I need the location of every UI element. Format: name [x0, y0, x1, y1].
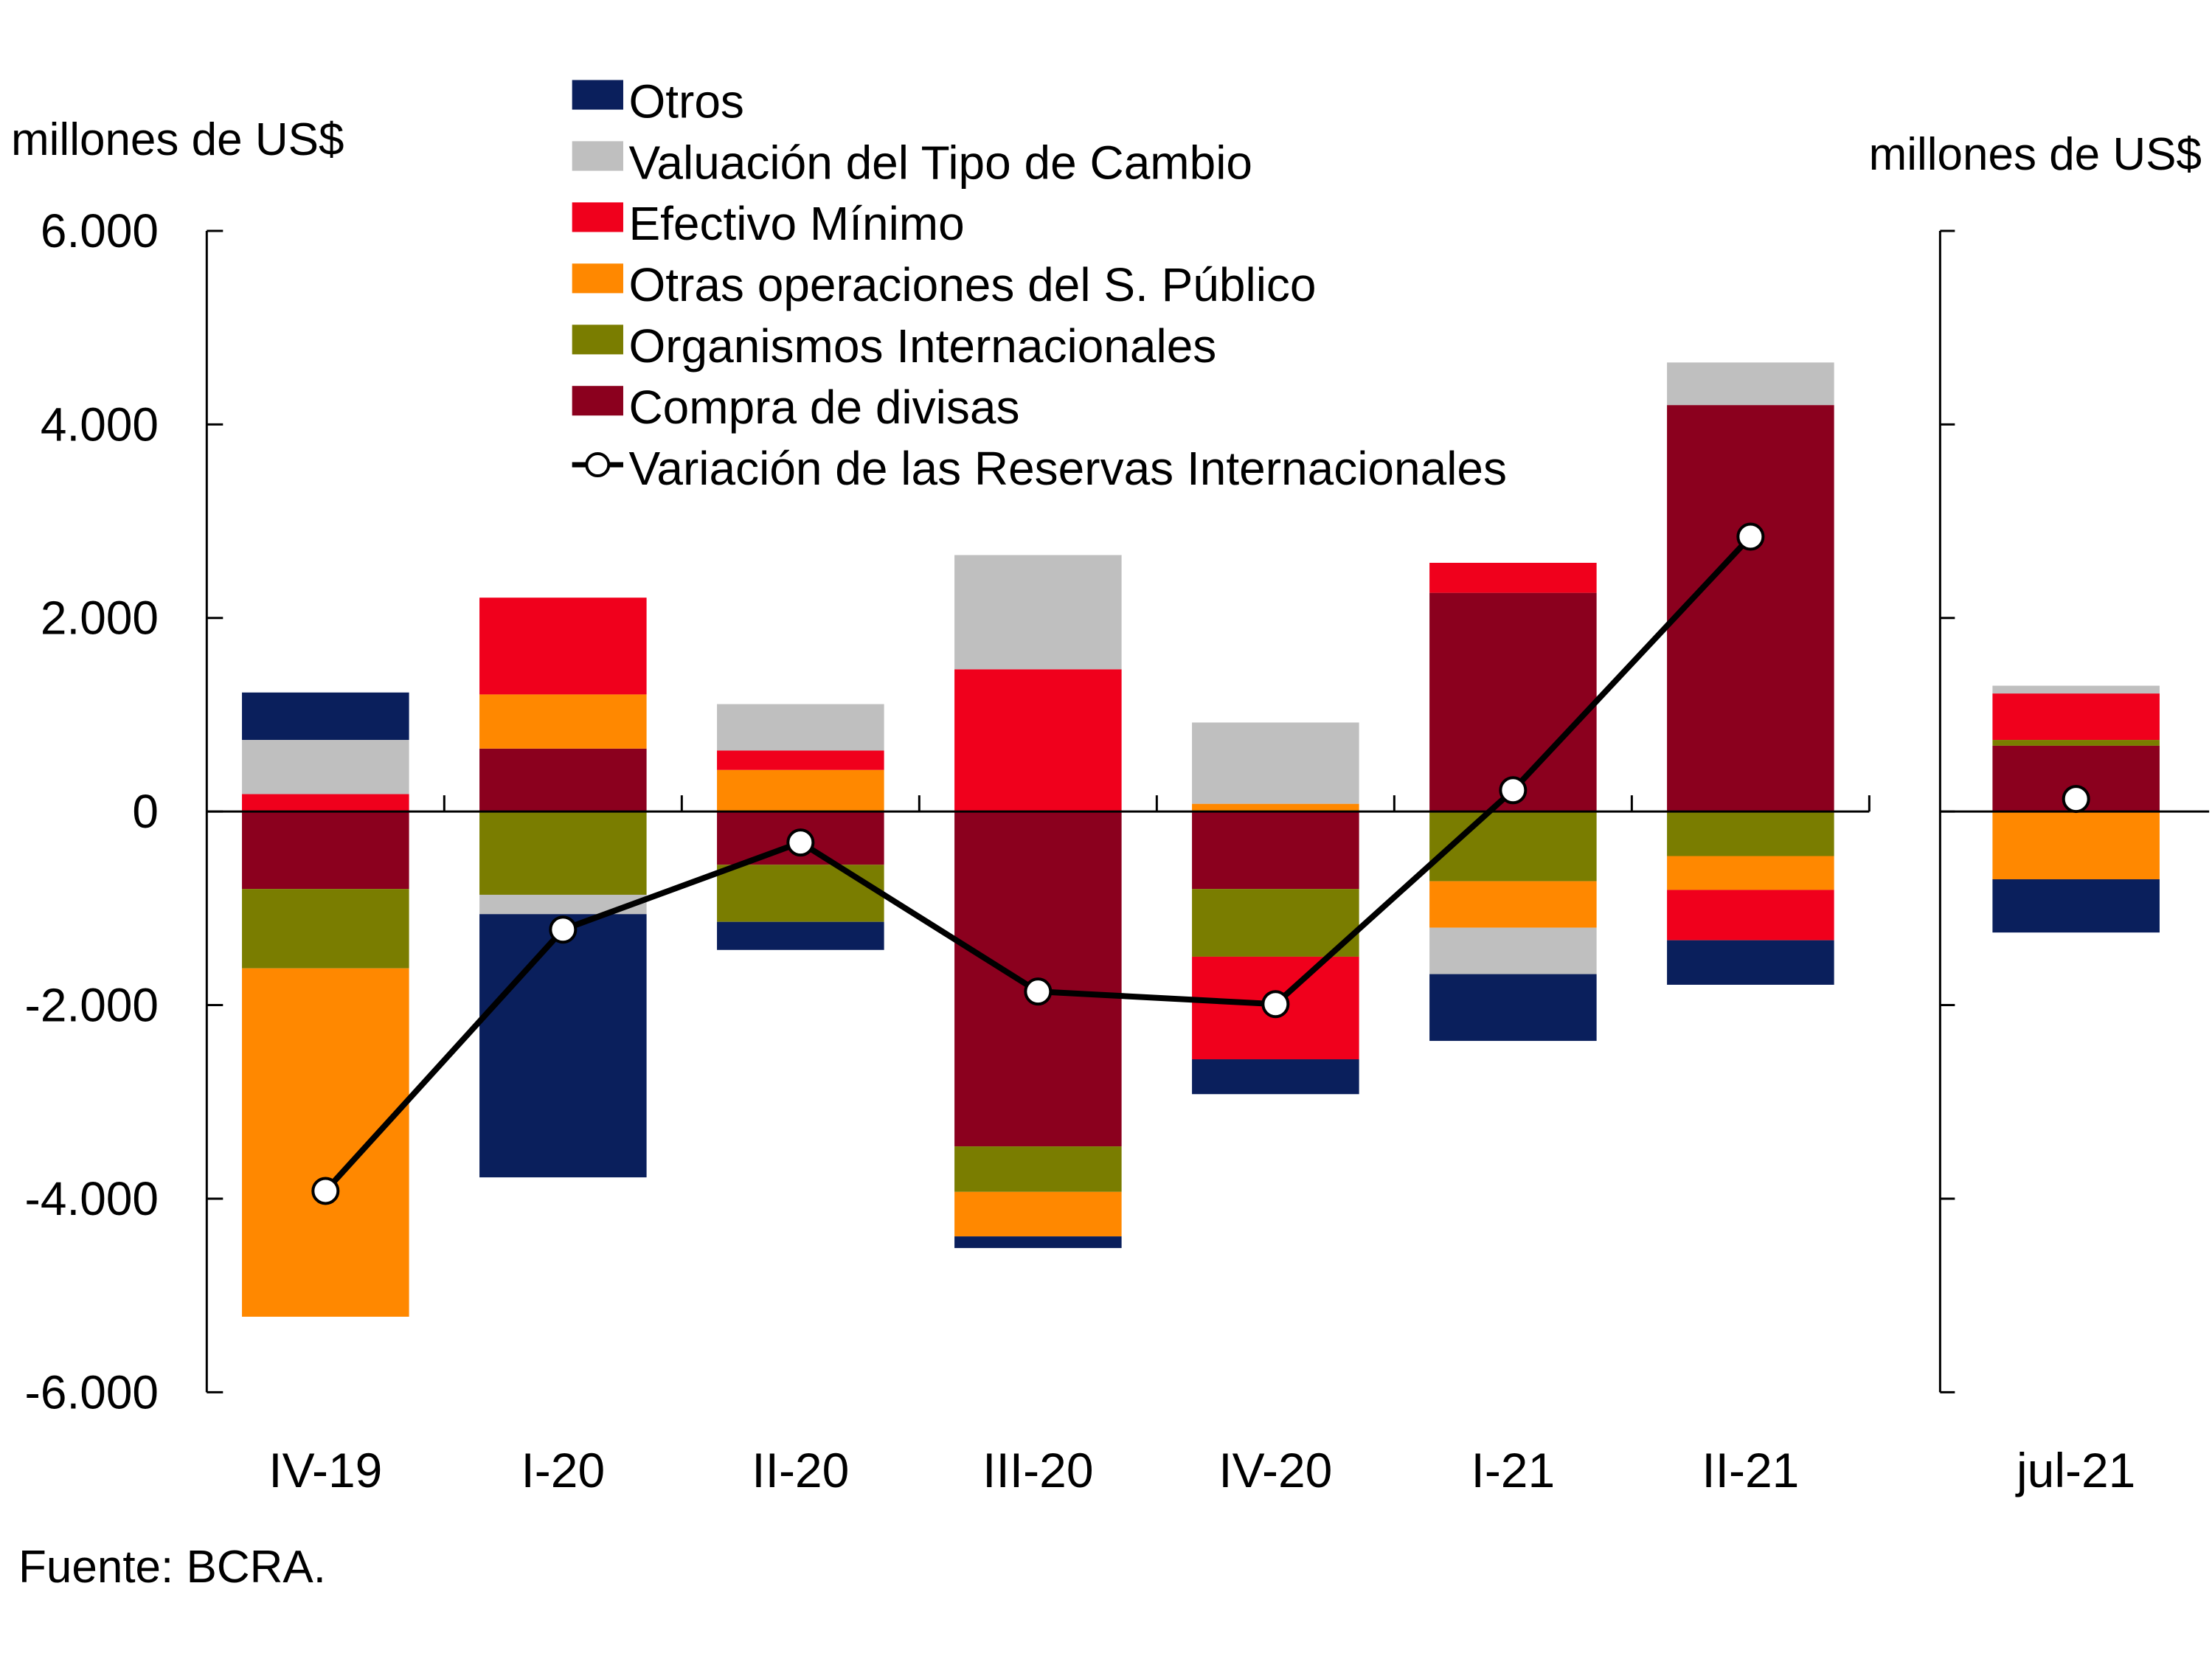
bar-segment-otros: [1429, 974, 1597, 1042]
legend-swatch: [572, 386, 623, 416]
legend-label: Efectivo Mínimo: [628, 197, 964, 250]
reserves-point-right: [2062, 785, 2090, 814]
reserves-point: [311, 1177, 340, 1205]
reserves-point: [1261, 990, 1290, 1019]
legend-swatch: [572, 263, 623, 294]
bar-segment-otras-operaciones-del-s-p-blico: [479, 694, 647, 749]
axes: 6.000 4.000 2.000 0 -2.000 -4.000 -6.000 IV-19 I…: [25, 204, 2210, 1497]
source-note: Fuente: BCRA.: [18, 1542, 326, 1593]
bar-segment-compra-de-divisas: [242, 811, 409, 890]
left-y-tick-label: 2.000: [41, 592, 159, 645]
bar-segment-valuaci-n-del-tipo-de-cambio: [717, 704, 884, 751]
left-y-tick-label: -6.000: [25, 1365, 159, 1419]
left-y-tick-label: -4.000: [25, 1172, 159, 1225]
bar-segment-valuaci-n-del-tipo-de-cambio: [1429, 927, 1597, 974]
x-tick-label: I-21: [1471, 1443, 1555, 1497]
bar-segment-valuaci-n-del-tipo-de-cambio: [1192, 722, 1359, 804]
legend-label: Valuación del Tipo de Cambio: [628, 136, 1252, 189]
bar-segment-valuaci-n-del-tipo-de-cambio: [954, 555, 1122, 670]
left-y-axis-label: millones de US$: [11, 114, 344, 165]
legend-label: Otros: [628, 75, 743, 128]
bar-segment-organismos-internacionales: [1429, 811, 1597, 882]
legend-swatch: [572, 325, 623, 355]
legend: Otros Valuación del Tipo de Cambio Efectiv…: [572, 75, 1507, 495]
bar-segment-efectivo-m-nimo: [954, 669, 1122, 812]
x-tick-label-right: jul-21: [2015, 1443, 2135, 1497]
bar-segment-otras-operaciones-del-s-p-blico: [954, 1191, 1122, 1237]
legend-swatch: [572, 141, 623, 171]
bar-segment-otras-operaciones-del-s-p-blico: [242, 968, 409, 1317]
bar-segment-organismos-internacionales: [1992, 740, 2160, 746]
bar-segment-otros: [1992, 879, 2160, 933]
bars-left: [242, 362, 1834, 1317]
bar-segment-otras-operaciones-del-s-p-blico: [1667, 856, 1834, 890]
reserves-point: [549, 915, 578, 944]
bar-segment-otras-operaciones-del-s-p-blico: [717, 769, 884, 812]
reserves-point: [786, 828, 815, 857]
x-tick-label: IV-19: [268, 1443, 382, 1497]
bar-segment-valuaci-n-del-tipo-de-cambio: [1667, 362, 1834, 406]
legend-swatch: [572, 80, 623, 110]
legend-label: Organismos Internacionales: [628, 319, 1216, 373]
bar-segment-efectivo-m-nimo: [1667, 890, 1834, 941]
x-tick-label: I-20: [521, 1443, 605, 1497]
left-y-tick-label: -2.000: [25, 979, 159, 1032]
reserves-line: [311, 522, 2090, 1205]
bar-segment-otros: [479, 914, 647, 1178]
bar-segment-otras-operaciones-del-s-p-blico: [1192, 803, 1359, 812]
bar-segment-efectivo-m-nimo: [1429, 562, 1597, 593]
reserves-point: [1024, 977, 1053, 1006]
right-y-axis-label: millones de US$: [1869, 129, 2202, 180]
left-y-tick-label: 4.000: [41, 398, 159, 451]
bar-segment-otras-operaciones-del-s-p-blico: [1992, 811, 2160, 879]
bar-segment-organismos-internacionales: [1667, 811, 1834, 856]
reserves-point: [1499, 776, 1528, 805]
bars-right: [1992, 685, 2160, 933]
bar-segment-efectivo-m-nimo: [479, 598, 647, 695]
legend-label: Variación de las Reservas Internacionale…: [628, 442, 1507, 495]
bar-segment-otros: [1192, 1059, 1359, 1095]
bar-segment-organismos-internacionales: [954, 1146, 1122, 1192]
x-tick-label: II-20: [752, 1443, 849, 1497]
bar-segment-efectivo-m-nimo: [242, 794, 409, 812]
bar-segment-otras-operaciones-del-s-p-blico: [1429, 881, 1597, 928]
bar-segment-otros: [1667, 940, 1834, 985]
bar-segment-organismos-internacionales: [717, 865, 884, 922]
bar-segment-organismos-internacionales: [479, 811, 647, 895]
bar-segment-valuaci-n-del-tipo-de-cambio: [242, 740, 409, 794]
reserves-point: [1736, 522, 1765, 551]
bar-segment-organismos-internacionales: [242, 889, 409, 969]
legend-swatch: [572, 202, 623, 232]
bar-segment-organismos-internacionales: [1192, 889, 1359, 957]
legend-marker-icon: [585, 452, 611, 478]
left-y-tick-label: 6.000: [41, 204, 159, 257]
bar-segment-valuaci-n-del-tipo-de-cambio: [1992, 685, 2160, 694]
bar-segment-otros: [954, 1236, 1122, 1248]
legend-label: Otras operaciones del S. Público: [628, 258, 1316, 311]
bar-segment-compra-de-divisas: [1429, 592, 1597, 812]
bar-segment-compra-de-divisas: [1667, 405, 1834, 812]
x-tick-label: IV-20: [1218, 1443, 1332, 1497]
bar-segment-otros: [717, 921, 884, 950]
left-y-tick-label: 0: [132, 785, 159, 838]
x-tick-label: III-20: [982, 1443, 1093, 1497]
bar-segment-efectivo-m-nimo: [1992, 693, 2160, 741]
bar-segment-compra-de-divisas: [1192, 811, 1359, 890]
legend-label: Compra de divisas: [628, 381, 1019, 434]
bar-segment-otros: [242, 692, 409, 741]
x-tick-label: II-21: [1702, 1443, 1799, 1497]
bar-segment-compra-de-divisas: [479, 748, 647, 812]
bar-segment-efectivo-m-nimo: [717, 750, 884, 770]
